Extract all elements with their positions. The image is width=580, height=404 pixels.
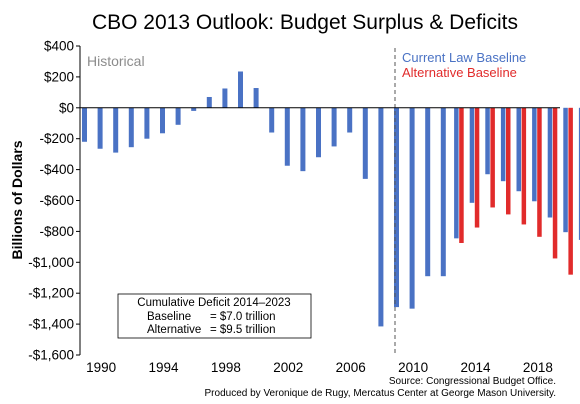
note-box-border: [117, 293, 312, 339]
historical-bar: [440, 107, 446, 277]
x-tick-label: 1990: [86, 360, 116, 375]
historical-bar: [191, 107, 197, 111]
source-line: Source: Congressional Budget Office.: [389, 376, 556, 387]
alternative-bar: [568, 107, 573, 275]
historical-bar: [269, 107, 275, 133]
historical-bar: [409, 107, 415, 309]
note-title: Cumulative Deficit 2014–2023: [137, 297, 290, 309]
y-tick-label: $200: [44, 69, 74, 84]
current-law-bar: [500, 107, 506, 182]
note-baseline-value: = $7.0 trillion: [210, 311, 276, 323]
axes: [79, 46, 560, 355]
historical-bar: [222, 88, 228, 108]
alternative-bar: [521, 107, 527, 225]
current-law-bar: [532, 107, 537, 202]
historical-bar: [128, 107, 134, 148]
historical-bar: [206, 96, 212, 108]
y-tick-label: $400: [44, 39, 74, 54]
historical-bar: [378, 107, 384, 327]
x-tick-label: 2010: [398, 360, 428, 375]
y-tick-label: -$800: [39, 224, 74, 239]
note-alternative-label: Alternative: [147, 324, 201, 336]
historical-bar: [82, 107, 87, 142]
x-tick-label: 1994: [148, 360, 179, 375]
y-axis: $400 $200 $0 -$200 -$400 -$600 -$800 -$1,000 -$1…: [28, 39, 80, 363]
current-law-bar: [469, 107, 475, 203]
note-alternative-value: = $9.5 trillion: [210, 324, 276, 336]
historical-bar: [347, 107, 353, 133]
y-tick-label: -$1,200: [28, 286, 74, 301]
alternative-bar: [537, 107, 542, 237]
historical-label: Historical: [87, 53, 145, 69]
y-axis-label: Billions of Dollars: [9, 140, 25, 259]
y-tick-label: -$1,000: [28, 255, 74, 270]
current-law-bar: [516, 107, 521, 192]
current-law-bar: [454, 107, 459, 239]
note-baseline-label: Baseline: [147, 311, 191, 323]
x-tick-label: 1998: [211, 360, 241, 375]
alternative-bar: [459, 107, 464, 243]
alternative-bar: [474, 107, 480, 228]
historical-bar: [425, 107, 431, 277]
x-tick-label: 2018: [523, 360, 553, 375]
x-tick-label: 2006: [336, 360, 366, 375]
historical-bar: [97, 107, 103, 149]
historical-bar: [300, 107, 306, 172]
alternative-bar: [506, 107, 511, 215]
current-law-bar: [547, 107, 553, 218]
y-tick-label: -$200: [39, 131, 74, 146]
historical-bar: [113, 107, 119, 153]
alternative-bar: [490, 107, 495, 208]
historical-bar: [175, 107, 181, 125]
x-axis: 199019941998200220062010201420182022: [86, 360, 553, 375]
historical-bar: [394, 107, 399, 308]
legend-alternative: Alternative Baseline: [402, 65, 517, 80]
historical-bar: [331, 107, 337, 147]
current-law-bar: [485, 107, 490, 175]
alternative-bar: [552, 107, 558, 259]
legend-current-law: Current Law Baseline: [402, 50, 526, 65]
bars: [82, 71, 580, 327]
historical-bar: [362, 107, 368, 179]
y-tick-label: $0: [59, 100, 74, 115]
x-tick-label: 2002: [273, 360, 303, 375]
y-tick-label: -$600: [39, 193, 74, 208]
current-law-bar: [563, 107, 568, 233]
historical-bar: [238, 71, 243, 108]
y-tick-label: -$1,400: [28, 317, 74, 332]
historical-bar: [144, 107, 150, 139]
chart-title: CBO 2013 Outlook: Budget Surplus & Defic…: [92, 11, 518, 34]
current-law-bar: [578, 107, 580, 240]
x-tick-label: 2014: [460, 360, 491, 375]
historical-bar: [253, 88, 259, 108]
y-tick-label: -$400: [39, 162, 74, 177]
credit-line: Produced by Veronique de Rugy, Mercatus …: [205, 388, 556, 399]
historical-bar: [316, 107, 321, 158]
y-tick-label: -$1,600: [28, 348, 74, 363]
historical-bar: [284, 107, 290, 166]
cumulative-deficit-box: Cumulative Deficit 2014–2023 Baseline = …: [117, 293, 312, 339]
historical-bar: [160, 107, 165, 134]
